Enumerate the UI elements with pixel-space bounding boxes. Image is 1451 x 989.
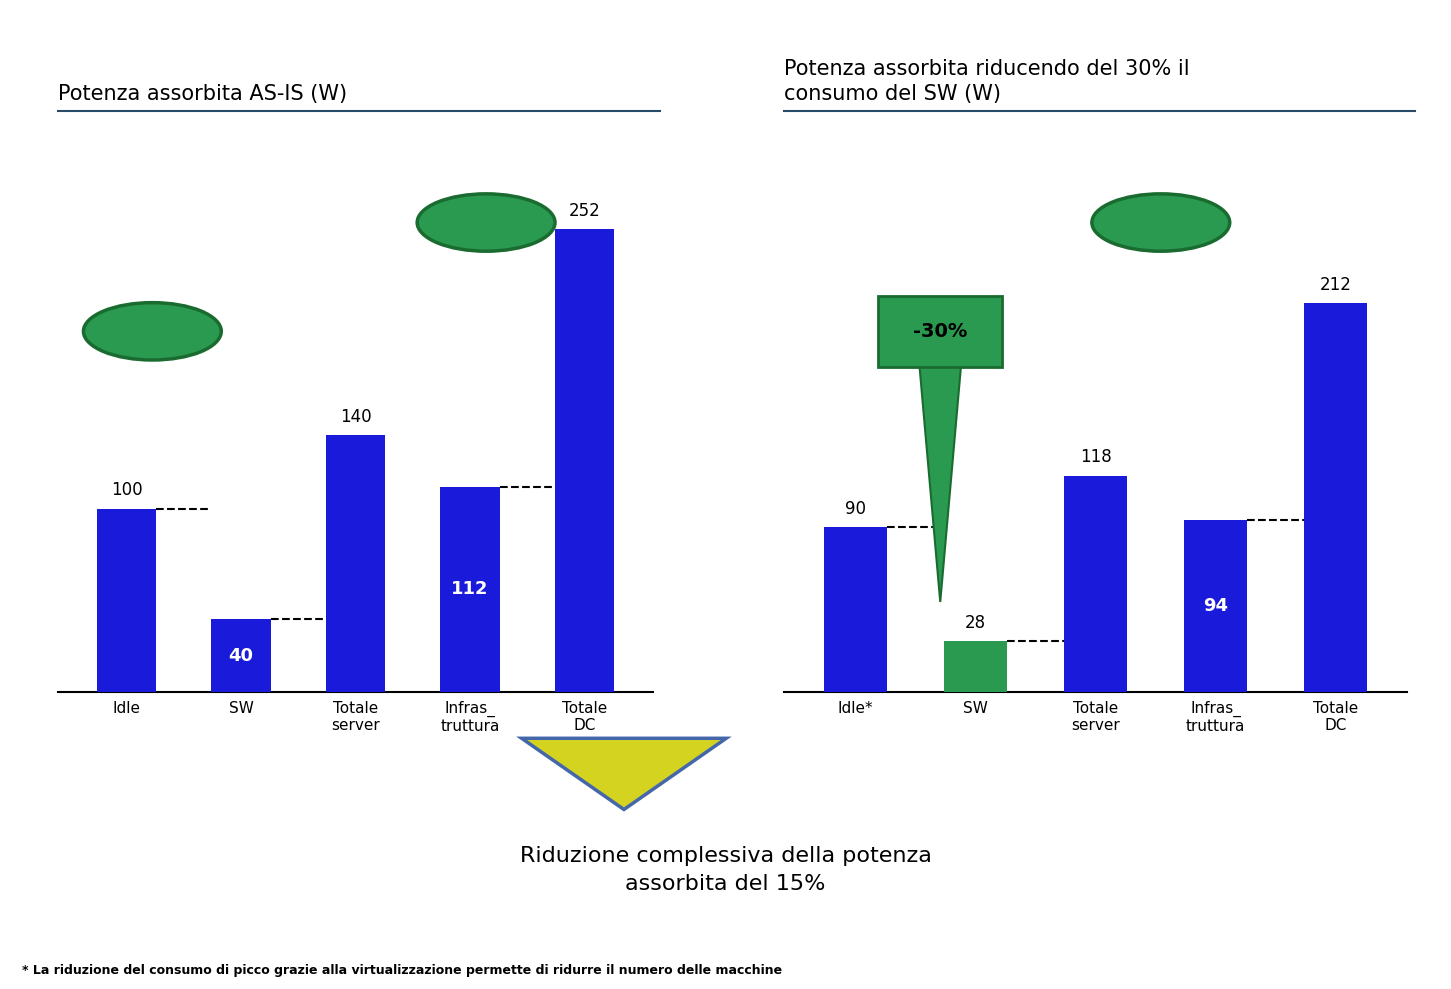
Text: Riduzione complessiva della potenza
assorbita del 15%: Riduzione complessiva della potenza asso… <box>519 846 932 894</box>
Text: 28: 28 <box>965 614 987 632</box>
Text: PUE 1,8: PUE 1,8 <box>450 214 522 231</box>
Bar <box>945 641 1007 692</box>
Text: Potenza assorbita AS-IS (W): Potenza assorbita AS-IS (W) <box>58 84 347 104</box>
Polygon shape <box>522 738 727 809</box>
Text: 252: 252 <box>569 203 601 221</box>
Bar <box>554 229 614 692</box>
Text: PUE 1,8: PUE 1,8 <box>1125 214 1197 231</box>
Bar <box>212 619 271 692</box>
Bar <box>1304 303 1367 692</box>
Text: APR 1,4: APR 1,4 <box>116 322 189 340</box>
Text: Potenza assorbita riducendo del 30% il
consumo del SW (W): Potenza assorbita riducendo del 30% il c… <box>784 59 1190 104</box>
Text: 100: 100 <box>110 482 142 499</box>
Text: * La riduzione del consumo di picco grazie alla virtualizzazione permette di rid: * La riduzione del consumo di picco graz… <box>22 964 782 977</box>
Bar <box>440 487 499 692</box>
Bar <box>1065 476 1127 692</box>
Text: -30%: -30% <box>913 321 968 341</box>
Text: 118: 118 <box>1080 448 1111 467</box>
Bar <box>1184 519 1246 692</box>
Polygon shape <box>920 367 961 602</box>
Text: 94: 94 <box>1203 597 1228 615</box>
Bar <box>824 527 887 692</box>
Bar <box>97 508 157 692</box>
Text: 140: 140 <box>340 408 371 426</box>
Text: 212: 212 <box>1319 276 1351 294</box>
FancyBboxPatch shape <box>878 296 1003 367</box>
Text: 90: 90 <box>844 499 866 518</box>
Text: 112: 112 <box>451 581 489 598</box>
Bar <box>326 435 386 692</box>
Text: 40: 40 <box>229 647 254 665</box>
